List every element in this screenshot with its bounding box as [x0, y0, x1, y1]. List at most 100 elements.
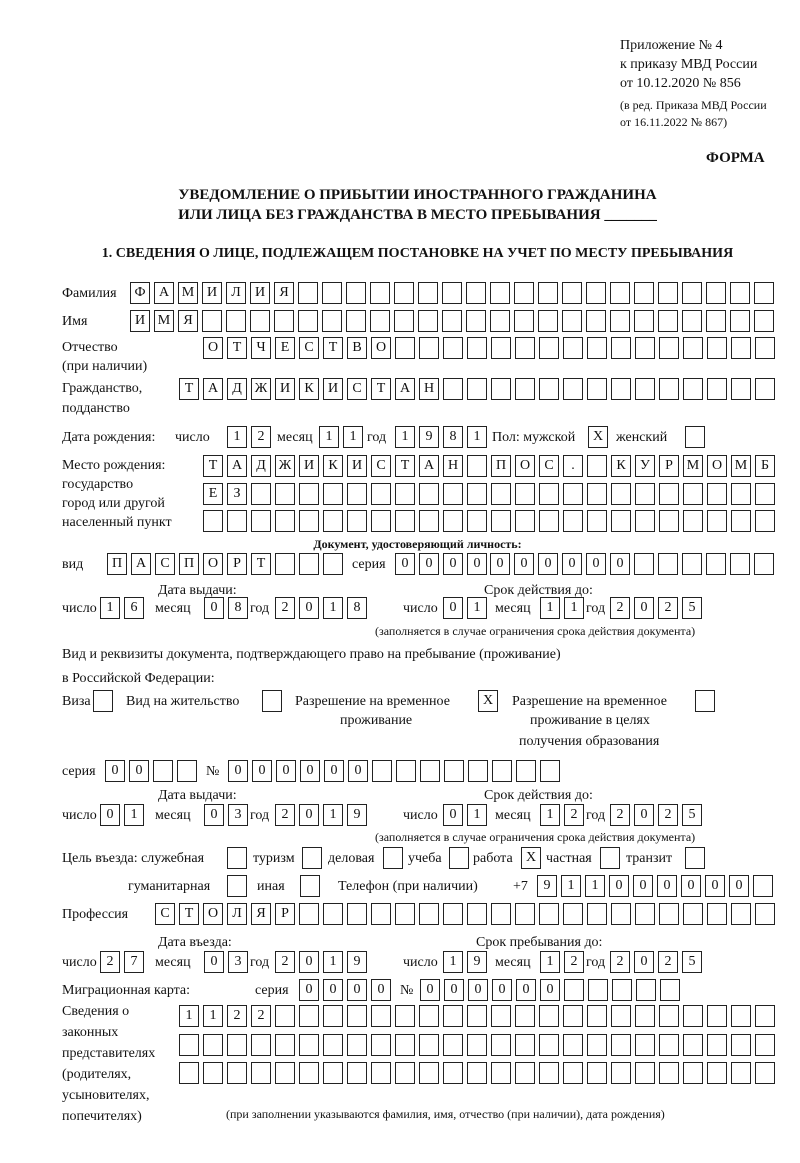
char-box[interactable]: [299, 1005, 319, 1027]
char-box[interactable]: 9: [467, 951, 487, 973]
char-box[interactable]: 0: [228, 760, 248, 782]
char-box[interactable]: 3: [228, 951, 248, 973]
char-box[interactable]: 1: [227, 426, 247, 448]
char-box[interactable]: И: [130, 310, 150, 332]
char-box[interactable]: [298, 310, 318, 332]
char-box[interactable]: [202, 310, 222, 332]
char-box[interactable]: [275, 553, 295, 575]
char-box[interactable]: [515, 1005, 535, 1027]
char-box[interactable]: 0: [204, 951, 224, 973]
checkbox[interactable]: [227, 875, 247, 897]
char-box[interactable]: [466, 282, 486, 304]
char-box[interactable]: [659, 1034, 679, 1056]
char-box[interactable]: [299, 1062, 319, 1084]
char-box[interactable]: Т: [203, 455, 223, 477]
char-box[interactable]: [227, 1062, 247, 1084]
char-box[interactable]: [153, 760, 173, 782]
char-box[interactable]: [323, 1034, 343, 1056]
char-box[interactable]: [251, 510, 271, 532]
char-box[interactable]: [491, 1062, 511, 1084]
char-box[interactable]: [610, 282, 630, 304]
char-box[interactable]: Д: [227, 378, 247, 400]
char-box[interactable]: [394, 282, 414, 304]
char-box[interactable]: 0: [657, 875, 677, 897]
char-box[interactable]: 0: [299, 804, 319, 826]
char-box[interactable]: [611, 1062, 631, 1084]
char-box[interactable]: И: [250, 282, 270, 304]
char-box[interactable]: [755, 1005, 775, 1027]
char-box[interactable]: 1: [540, 597, 560, 619]
char-box[interactable]: [275, 1034, 295, 1056]
char-box[interactable]: [179, 1034, 199, 1056]
char-box[interactable]: [491, 903, 511, 925]
char-box[interactable]: 1: [203, 1005, 223, 1027]
char-box[interactable]: 0: [347, 979, 367, 1001]
char-box[interactable]: [418, 282, 438, 304]
char-box[interactable]: 0: [540, 979, 560, 1001]
char-box[interactable]: 8: [347, 597, 367, 619]
char-box[interactable]: [419, 903, 439, 925]
char-box[interactable]: 1: [564, 597, 584, 619]
char-box[interactable]: Л: [226, 282, 246, 304]
char-box[interactable]: Т: [227, 337, 247, 359]
char-box[interactable]: [659, 1062, 679, 1084]
char-box[interactable]: [755, 1034, 775, 1056]
char-box[interactable]: [203, 1062, 223, 1084]
char-box[interactable]: [754, 282, 774, 304]
char-box[interactable]: 0: [204, 597, 224, 619]
char-box[interactable]: Ч: [251, 337, 271, 359]
char-box[interactable]: П: [107, 553, 127, 575]
char-box[interactable]: 0: [467, 553, 487, 575]
char-box[interactable]: С: [155, 553, 175, 575]
char-box[interactable]: [539, 903, 559, 925]
char-box[interactable]: [347, 1005, 367, 1027]
char-box[interactable]: 9: [537, 875, 557, 897]
checkbox[interactable]: [600, 847, 620, 869]
char-box[interactable]: [371, 903, 391, 925]
char-box[interactable]: [563, 903, 583, 925]
char-box[interactable]: 3: [228, 804, 248, 826]
char-box[interactable]: О: [203, 337, 223, 359]
char-box[interactable]: Я: [251, 903, 271, 925]
char-box[interactable]: А: [131, 553, 151, 575]
char-box[interactable]: [395, 903, 415, 925]
char-box[interactable]: [467, 510, 487, 532]
char-box[interactable]: [730, 310, 750, 332]
char-box[interactable]: [323, 1062, 343, 1084]
char-box[interactable]: С: [155, 903, 175, 925]
char-box[interactable]: [587, 1034, 607, 1056]
char-box[interactable]: [731, 378, 751, 400]
char-box[interactable]: 0: [324, 760, 344, 782]
char-box[interactable]: О: [203, 553, 223, 575]
char-box[interactable]: [515, 378, 535, 400]
char-box[interactable]: [467, 483, 487, 505]
char-box[interactable]: [515, 903, 535, 925]
char-box[interactable]: 0: [299, 979, 319, 1001]
char-box[interactable]: [634, 282, 654, 304]
char-box[interactable]: 2: [275, 804, 295, 826]
char-box[interactable]: М: [154, 310, 174, 332]
char-box[interactable]: [587, 1005, 607, 1027]
char-box[interactable]: [753, 875, 773, 897]
char-box[interactable]: [755, 378, 775, 400]
char-box[interactable]: С: [347, 378, 367, 400]
char-box[interactable]: И: [202, 282, 222, 304]
char-box[interactable]: 0: [681, 875, 701, 897]
char-box[interactable]: [442, 310, 462, 332]
char-box[interactable]: [755, 510, 775, 532]
char-box[interactable]: [539, 378, 559, 400]
char-box[interactable]: О: [371, 337, 391, 359]
char-box[interactable]: 1: [179, 1005, 199, 1027]
char-box[interactable]: [177, 760, 197, 782]
char-box[interactable]: Т: [323, 337, 343, 359]
char-box[interactable]: Б: [755, 455, 775, 477]
char-box[interactable]: [683, 903, 703, 925]
char-box[interactable]: 0: [252, 760, 272, 782]
char-box[interactable]: 1: [467, 804, 487, 826]
char-box[interactable]: 2: [100, 951, 120, 973]
char-box[interactable]: 0: [204, 804, 224, 826]
char-box[interactable]: [491, 337, 511, 359]
char-box[interactable]: [706, 310, 726, 332]
char-box[interactable]: [731, 1005, 751, 1027]
char-box[interactable]: [540, 760, 560, 782]
